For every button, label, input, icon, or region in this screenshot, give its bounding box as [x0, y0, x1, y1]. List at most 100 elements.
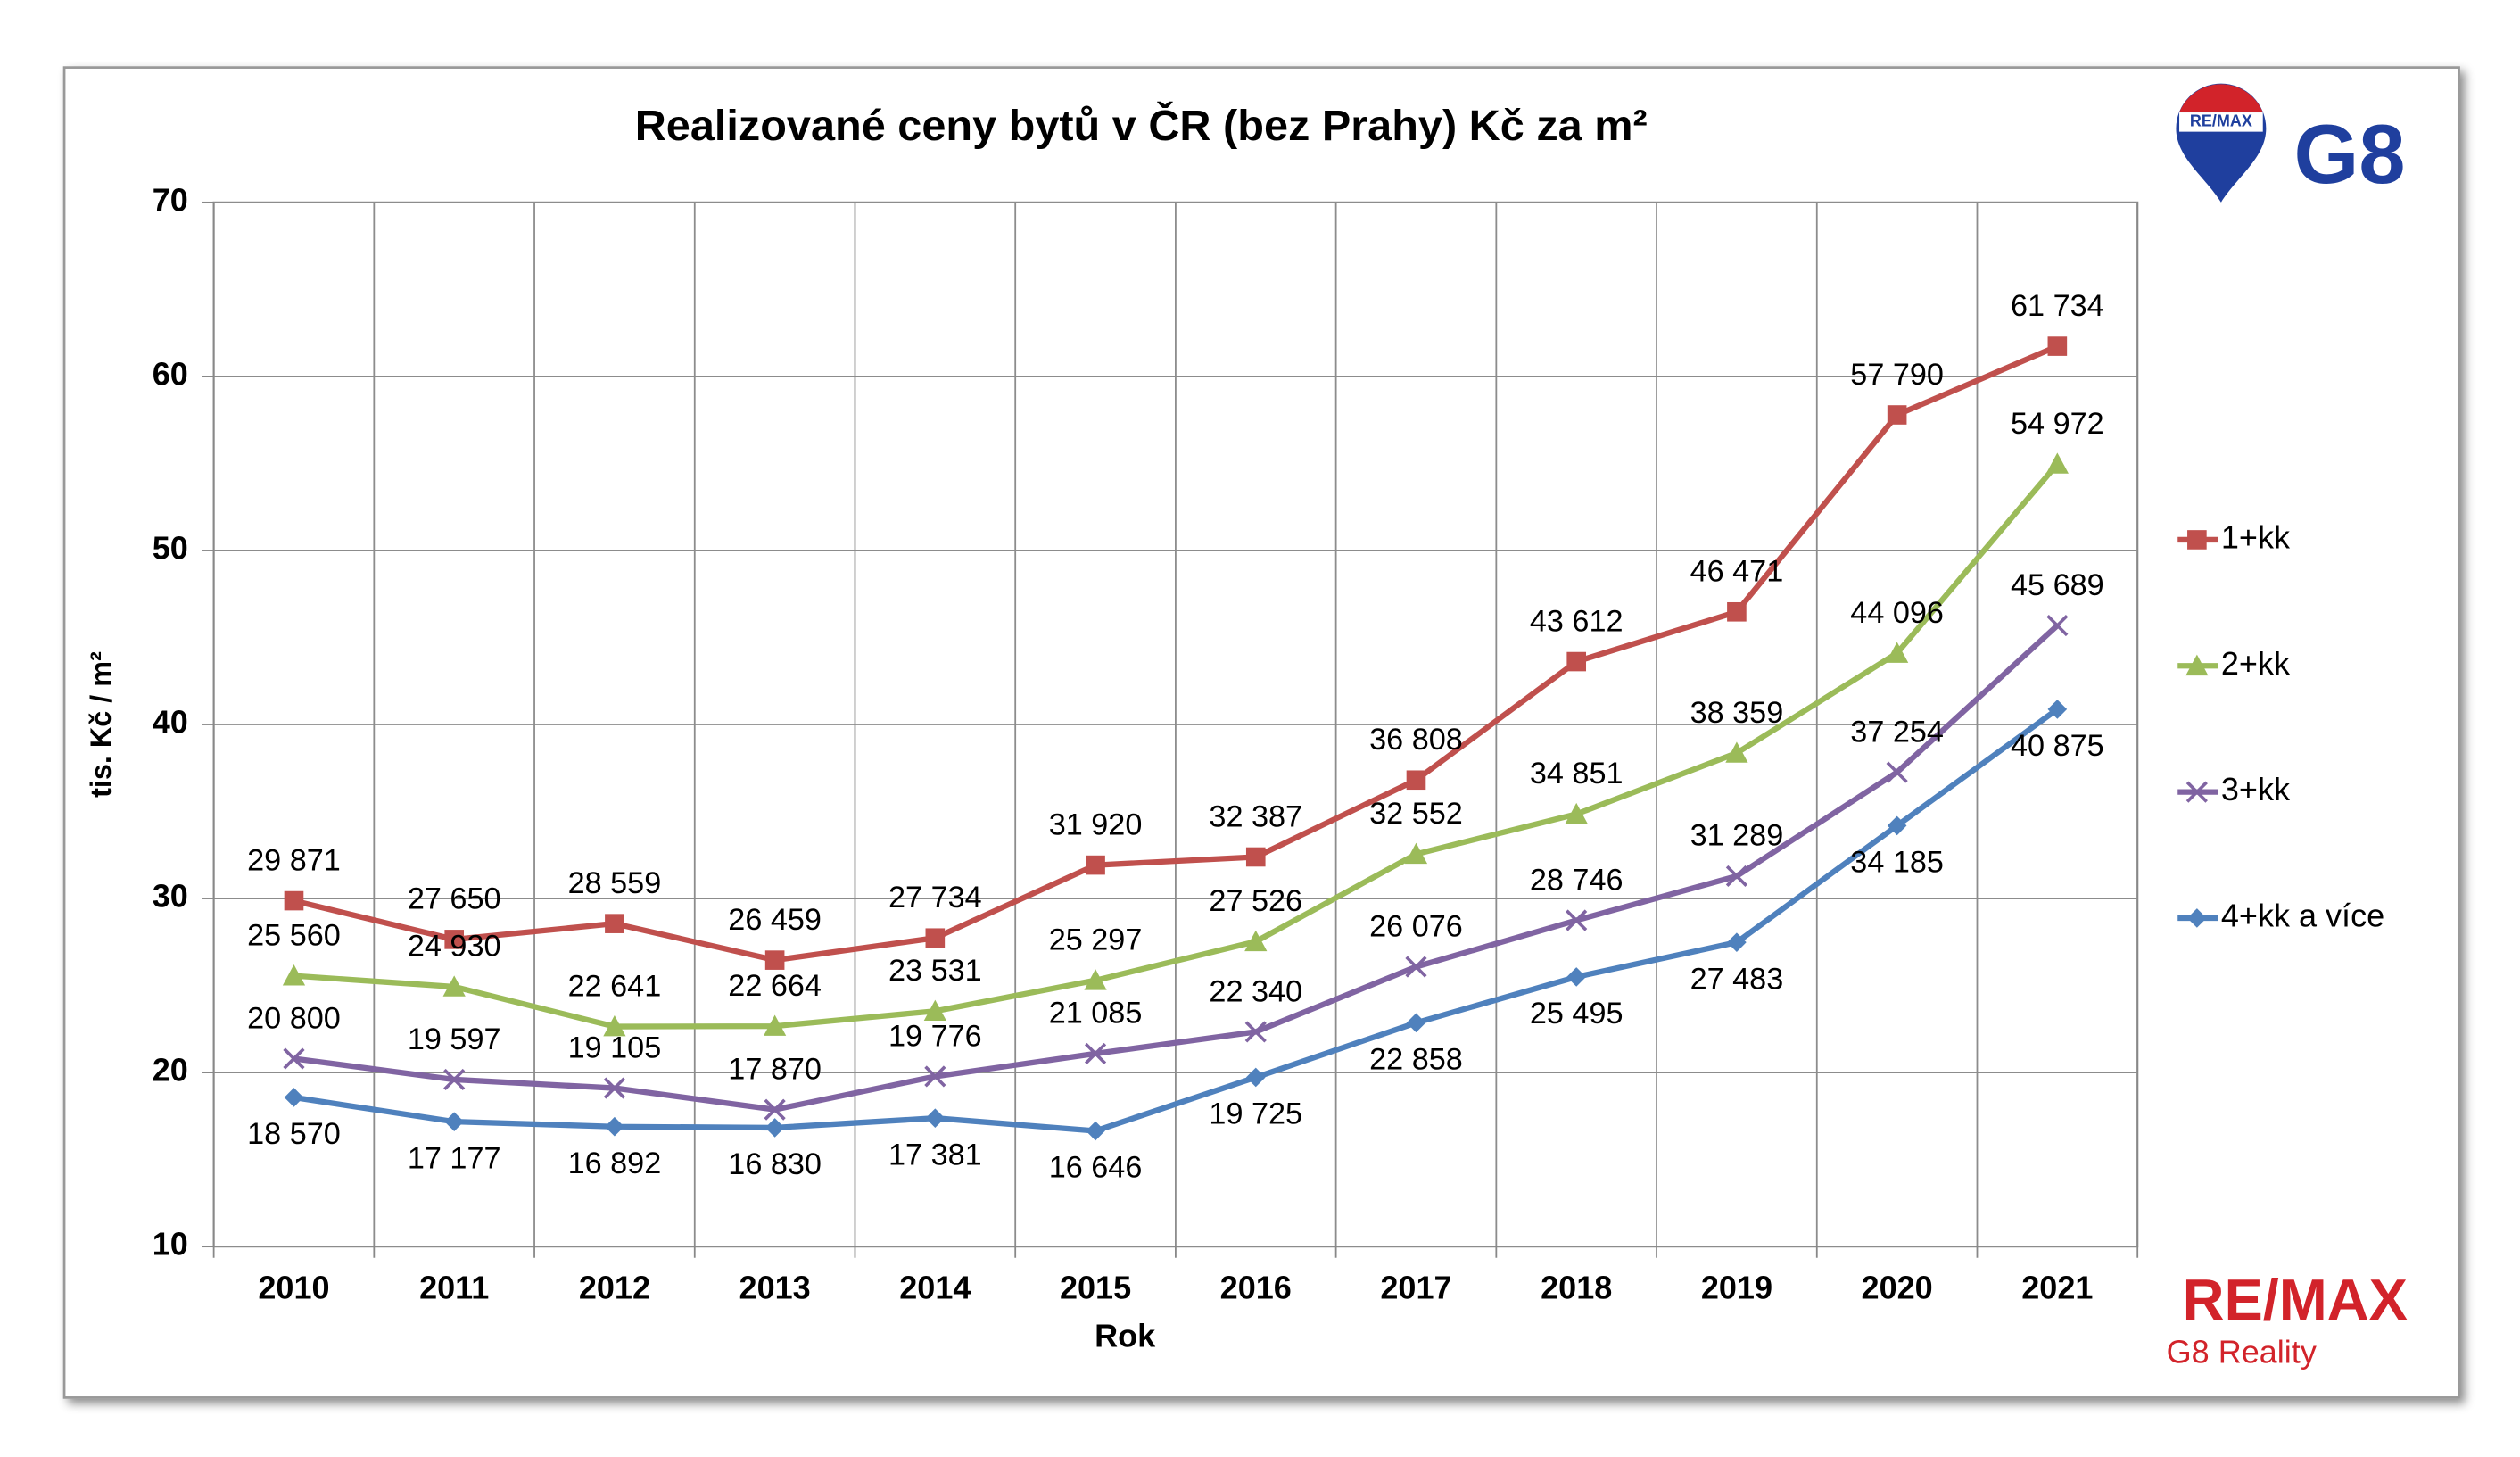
marker — [1084, 1042, 1107, 1065]
top-logo: RE/MAX G8 — [2176, 83, 2406, 203]
marker — [444, 930, 465, 949]
logo-badge: RE/MAX — [2190, 112, 2252, 130]
marker — [1086, 855, 1105, 875]
x-tick-label: 2019 — [1701, 1269, 1772, 1305]
series-line — [293, 623, 2060, 1113]
data-label: 26 076 — [1369, 909, 1463, 943]
data-label: 26 459 — [728, 903, 822, 937]
x-tick-label: 2017 — [1380, 1269, 1451, 1305]
marker — [1566, 651, 1587, 672]
series-line — [293, 461, 2060, 1030]
data-label: 22 340 — [1209, 974, 1302, 1008]
marker — [444, 1112, 465, 1131]
marker — [764, 950, 785, 970]
data-label: 19 725 — [1209, 1097, 1302, 1131]
marker — [2187, 908, 2207, 928]
data-label: 27 483 — [1690, 962, 1784, 996]
brand-logo: RE/MAX — [2183, 1267, 2408, 1332]
data-label: 19 597 — [408, 1022, 501, 1056]
data-label: 32 387 — [1209, 799, 1302, 833]
data-label: 17 870 — [728, 1052, 822, 1086]
x-tick-label: 2018 — [1541, 1269, 1612, 1305]
marker — [1725, 865, 1748, 887]
data-label: 28 559 — [568, 866, 662, 900]
data-label: 16 830 — [728, 1147, 822, 1181]
data-label: 34 185 — [1850, 846, 1944, 880]
marker — [764, 1118, 785, 1138]
marker — [925, 1108, 946, 1128]
data-label: 17 381 — [888, 1138, 982, 1171]
marker — [1887, 815, 1907, 836]
data-label: 24 930 — [408, 930, 501, 964]
marker — [923, 999, 946, 1022]
legend-label: 2+kk — [2221, 645, 2291, 682]
legend-label: 4+kk a více — [2221, 897, 2384, 933]
marker — [2187, 530, 2207, 550]
marker — [1244, 930, 1268, 952]
x-tick-label: 2015 — [1060, 1269, 1131, 1305]
data-label: 16 646 — [1049, 1151, 1143, 1185]
legend-label: 3+kk — [2221, 771, 2291, 807]
marker — [284, 890, 304, 911]
marker — [2045, 452, 2069, 474]
data-label: 22 664 — [728, 969, 822, 1003]
x-axis-label: Rok — [1095, 1317, 1156, 1354]
y-tick-label: 10 — [153, 1226, 188, 1262]
marker — [2046, 614, 2069, 637]
marker — [1565, 802, 1588, 824]
data-label: 45 689 — [2011, 568, 2104, 602]
data-label: 28 746 — [1530, 863, 1624, 897]
data-label: 40 875 — [2011, 729, 2104, 763]
data-label: 46 471 — [1690, 555, 1784, 589]
x-tick-label: 2014 — [899, 1269, 971, 1305]
data-label: 36 808 — [1369, 723, 1463, 757]
chart-title: Realizované ceny bytů v ČR (bez Prahy) K… — [635, 101, 1648, 150]
y-tick-label: 40 — [153, 704, 188, 741]
marker — [2185, 781, 2208, 803]
data-label: 27 650 — [408, 882, 501, 916]
marker — [1245, 847, 1266, 867]
data-label: 44 096 — [1850, 596, 1944, 630]
y-axis-label: tis. Kč / m² — [85, 651, 117, 798]
marker — [764, 1014, 787, 1036]
data-label: 32 552 — [1369, 797, 1463, 831]
y-tick-label: 20 — [153, 1052, 188, 1089]
series-line — [293, 344, 2059, 964]
marker — [1727, 601, 1747, 622]
data-label: 31 289 — [1690, 819, 1784, 853]
y-tick-label: 70 — [153, 181, 188, 218]
x-tick-label: 2012 — [579, 1269, 650, 1305]
brand-office: G8 Reality — [2167, 1333, 2317, 1370]
data-label: 17 177 — [408, 1141, 501, 1175]
data-label: 29 871 — [247, 843, 341, 877]
data-label: 18 570 — [247, 1117, 341, 1151]
data-label: 16 892 — [568, 1147, 662, 1180]
marker — [1566, 909, 1588, 931]
data-label: 25 297 — [1049, 923, 1143, 957]
marker — [443, 1068, 466, 1091]
marker — [2047, 336, 2068, 356]
x-tick-label: 2011 — [419, 1269, 489, 1305]
logo-text: G8 — [2294, 107, 2406, 201]
data-label: 22 858 — [1369, 1043, 1463, 1077]
marker — [1405, 956, 1427, 978]
marker — [925, 928, 946, 948]
marker — [603, 1014, 626, 1037]
y-tick-label: 30 — [153, 878, 188, 915]
y-tick-label: 60 — [153, 355, 188, 392]
data-label: 38 359 — [1690, 696, 1784, 730]
marker — [2185, 654, 2209, 676]
data-label: 27 526 — [1209, 884, 1302, 918]
x-tick-label: 2010 — [258, 1269, 329, 1305]
marker — [442, 975, 466, 997]
marker — [1727, 932, 1747, 952]
data-label: 23 531 — [888, 954, 982, 988]
data-label: 37 254 — [1850, 715, 1944, 749]
data-label: 21 085 — [1049, 997, 1143, 1031]
data-label: 54 972 — [2011, 407, 2104, 441]
data-label: 31 920 — [1049, 807, 1143, 841]
data-label: 57 790 — [1850, 358, 1944, 392]
data-label: 22 641 — [568, 969, 662, 1003]
x-tick-label: 2020 — [1862, 1269, 1933, 1305]
